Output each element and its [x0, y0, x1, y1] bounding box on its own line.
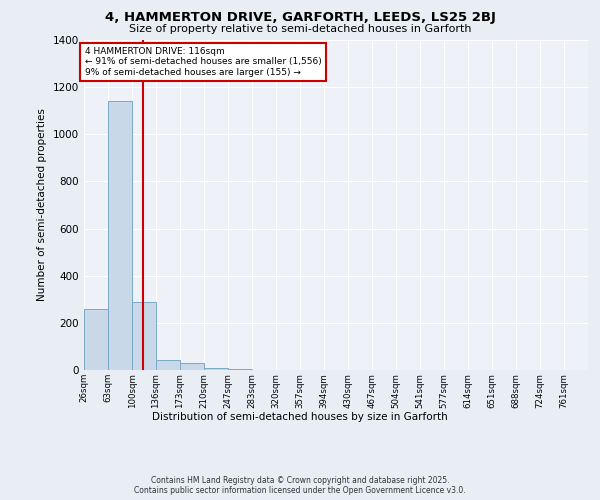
Bar — [84, 308, 108, 370]
Text: 4, HAMMERTON DRIVE, GARFORTH, LEEDS, LS25 2BJ: 4, HAMMERTON DRIVE, GARFORTH, LEEDS, LS2… — [104, 11, 496, 24]
Bar — [228, 369, 252, 370]
Bar — [133, 302, 156, 370]
Bar — [108, 102, 133, 370]
Bar — [156, 360, 180, 370]
Bar — [180, 363, 204, 370]
Text: Size of property relative to semi-detached houses in Garforth: Size of property relative to semi-detach… — [129, 24, 471, 34]
Text: Contains HM Land Registry data © Crown copyright and database right 2025.
Contai: Contains HM Land Registry data © Crown c… — [134, 476, 466, 495]
Y-axis label: Number of semi-detached properties: Number of semi-detached properties — [37, 108, 47, 302]
Bar — [204, 368, 228, 370]
Text: Distribution of semi-detached houses by size in Garforth: Distribution of semi-detached houses by … — [152, 412, 448, 422]
Text: 4 HAMMERTON DRIVE: 116sqm
← 91% of semi-detached houses are smaller (1,556)
9% o: 4 HAMMERTON DRIVE: 116sqm ← 91% of semi-… — [85, 47, 322, 77]
